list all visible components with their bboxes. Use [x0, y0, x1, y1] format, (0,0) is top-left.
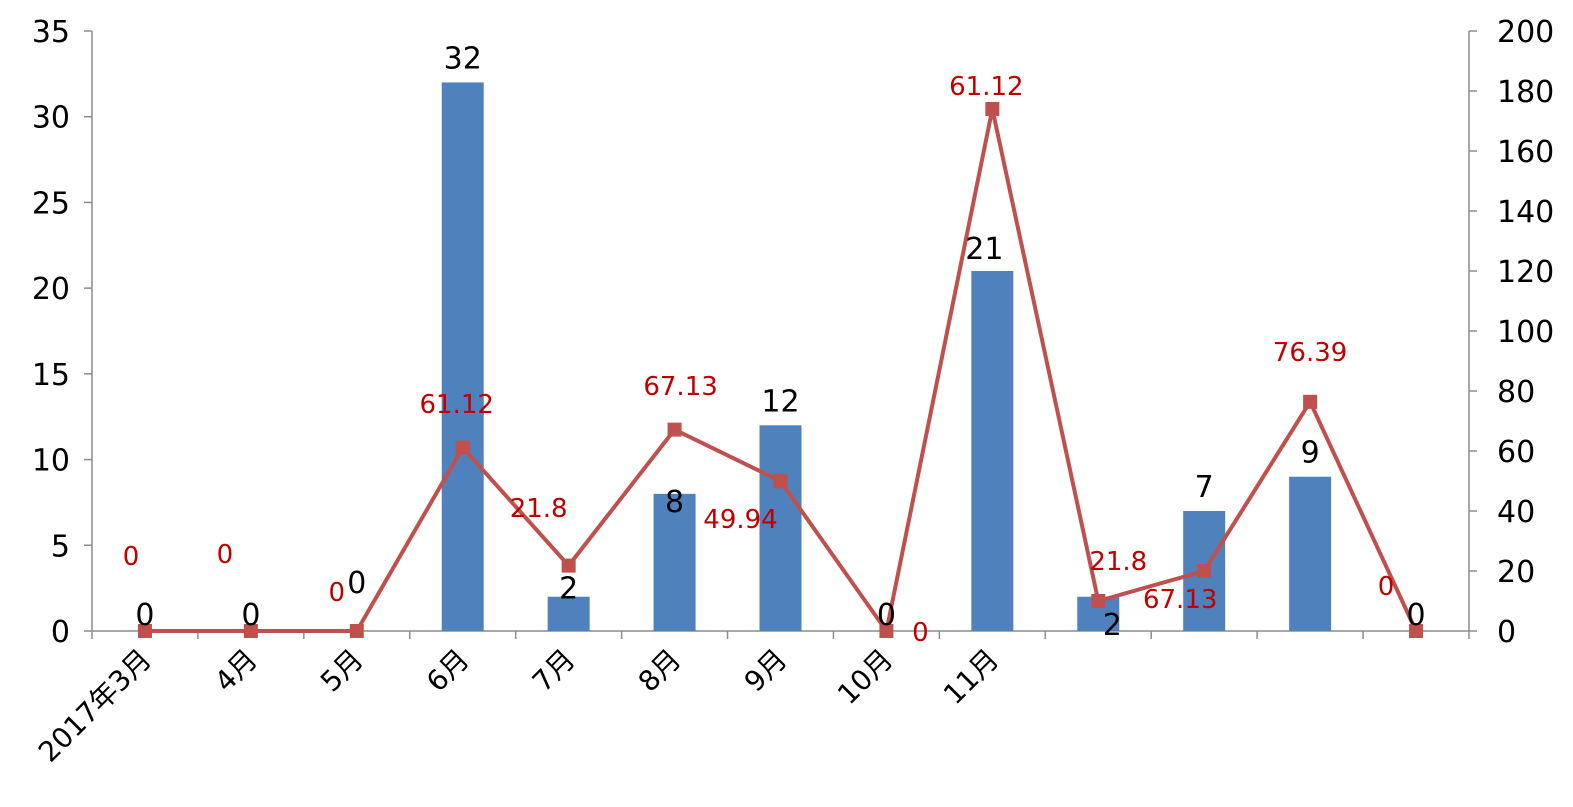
x-tick-label: 10月	[831, 643, 899, 711]
y-left-tick-label: 0	[51, 615, 70, 650]
bar-data-label: 0	[1406, 598, 1425, 633]
line-data-label: 0	[912, 618, 929, 648]
line-data-label: 0	[1378, 572, 1395, 602]
line-data-label: 61.12	[949, 72, 1023, 102]
line-marker	[349, 624, 364, 638]
x-tick-label: 8月	[632, 643, 688, 699]
y-left-tick-label: 30	[32, 101, 70, 136]
y-right-tick-label: 60	[1497, 435, 1535, 470]
line-marker	[1091, 594, 1106, 608]
bar	[1289, 476, 1332, 631]
y-right-tick-label: 100	[1497, 315, 1554, 350]
line-data-label: 0	[217, 540, 234, 570]
bar-data-label: 2	[1103, 608, 1122, 643]
x-tick-label: 7月	[526, 643, 582, 699]
line-marker	[1197, 564, 1212, 578]
y-right-tick-label: 160	[1497, 135, 1554, 170]
y-right-tick-label: 180	[1497, 75, 1554, 110]
bar-data-label: 7	[1195, 470, 1214, 505]
line-marker	[1303, 394, 1318, 409]
line-marker	[455, 440, 470, 455]
bar	[441, 82, 484, 631]
line-marker	[1409, 624, 1424, 638]
x-tick-label: 11月	[937, 643, 1005, 711]
y-right-tick-label: 80	[1497, 375, 1535, 410]
line-data-label: 21.8	[510, 494, 568, 524]
x-tick-label: 9月	[738, 643, 794, 699]
line-data-label: 61.12	[420, 390, 494, 420]
y-right-tick-label: 20	[1497, 555, 1535, 590]
bar	[971, 271, 1014, 631]
line-marker	[773, 474, 788, 489]
y-right-tick-label: 200	[1497, 15, 1554, 50]
line-data-label: 49.94	[703, 505, 777, 535]
line-series	[137, 102, 1424, 638]
x-tick-label: 6月	[420, 643, 476, 699]
bar-data-label: 9	[1301, 436, 1320, 471]
bar-data-label: 32	[444, 41, 482, 76]
line-data-label: 0	[329, 578, 346, 608]
bar	[759, 425, 802, 631]
y-left-tick-label: 10	[32, 444, 70, 479]
line-marker	[985, 102, 1000, 116]
y-right-tick-label: 0	[1497, 615, 1516, 650]
bar-data-label: 0	[347, 566, 366, 601]
y-left-tick-label: 35	[32, 15, 70, 50]
bar-series	[441, 82, 1332, 631]
y-right-tick-label: 40	[1497, 495, 1535, 530]
line-data-label: 0	[123, 542, 140, 572]
bar-data-label: 8	[665, 485, 684, 520]
line-marker	[879, 624, 894, 638]
bar-data-label: 12	[761, 384, 799, 419]
line-data-label: 67.13	[643, 372, 717, 402]
x-tick-label: 4月	[208, 643, 264, 699]
y-left-tick-label: 15	[32, 358, 70, 393]
line-data-label: 67.13	[1143, 585, 1217, 615]
line-marker	[137, 624, 152, 638]
y-right-tick-label: 140	[1497, 195, 1554, 230]
x-tick-label: 5月	[314, 643, 370, 699]
line-data-label: 76.39	[1273, 338, 1347, 368]
bar-data-label: 0	[241, 598, 260, 633]
y-left-tick-label: 25	[32, 186, 70, 221]
bar	[547, 596, 590, 631]
line-marker	[561, 558, 576, 573]
bar-data-label: 0	[135, 598, 154, 633]
line-data-label: 21.8	[1089, 547, 1147, 577]
bar-data-label: 0	[877, 598, 896, 633]
y-left-tick-label: 20	[32, 272, 70, 307]
y-right-tick-label: 120	[1497, 255, 1554, 290]
line-marker	[243, 624, 258, 638]
y-left-tick-label: 5	[51, 529, 70, 564]
line-marker	[667, 422, 682, 437]
bar-data-label: 2	[559, 572, 578, 607]
bar-data-label: 21	[965, 232, 1003, 267]
bar	[653, 493, 696, 631]
x-tick-label: 2017年3月	[32, 643, 158, 769]
